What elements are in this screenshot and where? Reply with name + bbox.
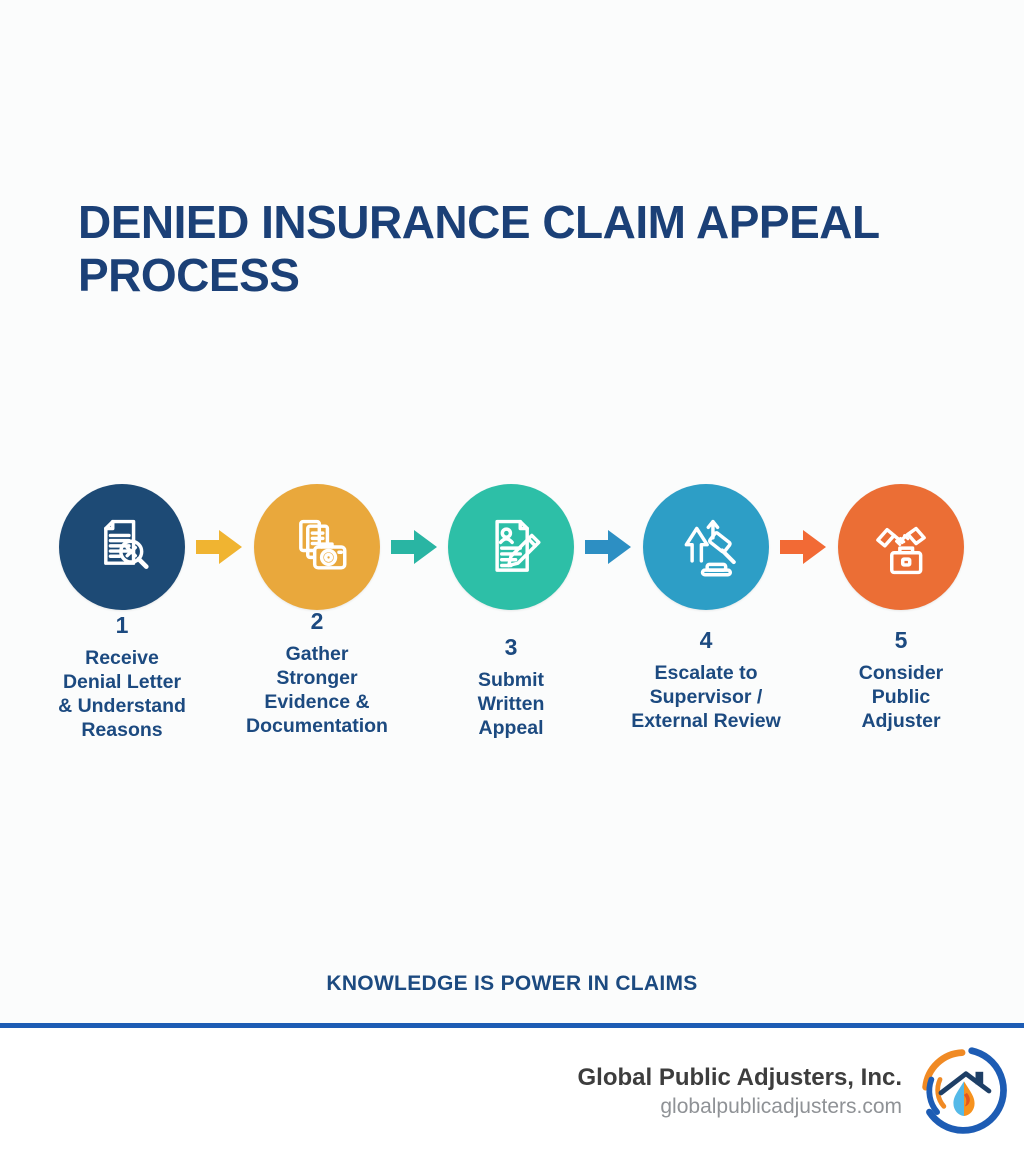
step-4-circle xyxy=(643,484,769,610)
footer: Global Public Adjusters, Inc. globalpubl… xyxy=(0,1028,1024,1154)
form-pencil-icon xyxy=(495,519,541,572)
step-number: 1 xyxy=(115,612,129,638)
step-1-circle xyxy=(59,484,185,610)
arrow-step1-to-step2-icon xyxy=(196,530,242,564)
step-number: 5 xyxy=(894,627,908,653)
step-2-circle xyxy=(254,484,380,610)
step-number: 3 xyxy=(504,634,518,660)
documents-camera-icon xyxy=(299,519,347,570)
step-3-circle xyxy=(448,484,574,610)
step-5-label: 5 Consider Public Adjuster xyxy=(801,627,1001,733)
document-magnifier-x-icon xyxy=(104,519,149,569)
company-name: Global Public Adjusters, Inc. xyxy=(577,1063,902,1091)
step-text: Receive Denial Letter & Understand Reaso… xyxy=(58,647,186,741)
step-text: Submit Written Appeal xyxy=(477,669,545,739)
arrow-step2-to-step3-icon xyxy=(391,530,437,564)
step-text: Consider Public Adjuster xyxy=(858,662,944,732)
company-logo-icon xyxy=(922,1047,1007,1134)
step-number: 4 xyxy=(699,627,713,653)
gavel-escalate-icon xyxy=(684,519,736,577)
footer-divider xyxy=(0,1023,1024,1028)
step-text: Escalate to Supervisor / External Review xyxy=(631,662,781,732)
arrow-step4-to-step5-icon xyxy=(780,530,826,564)
step-3-label: 3 Submit Written Appeal xyxy=(411,634,611,740)
step-1-label: 1 Receive Denial Letter & Understand Rea… xyxy=(22,612,222,742)
tagline: KNOWLEDGE IS POWER IN CLAIMS xyxy=(326,972,698,995)
company-website: globalpublicadjusters.com xyxy=(660,1094,902,1118)
handshake-briefcase-icon xyxy=(876,526,926,575)
step-2-label: 2 Gather Stronger Evidence & Documentati… xyxy=(217,608,417,738)
step-number: 2 xyxy=(310,608,324,634)
step-5-circle xyxy=(838,484,964,610)
arrow-step3-to-step4-icon xyxy=(585,530,631,564)
page-title: DENIED INSURANCE CLAIM APPEAL PROCESS xyxy=(78,196,879,302)
step-text: Gather Stronger Evidence & Documentation xyxy=(246,643,388,737)
footer-text: Global Public Adjusters, Inc. globalpubl… xyxy=(577,1064,902,1119)
step-4-label: 4 Escalate to Supervisor / External Revi… xyxy=(606,627,806,733)
